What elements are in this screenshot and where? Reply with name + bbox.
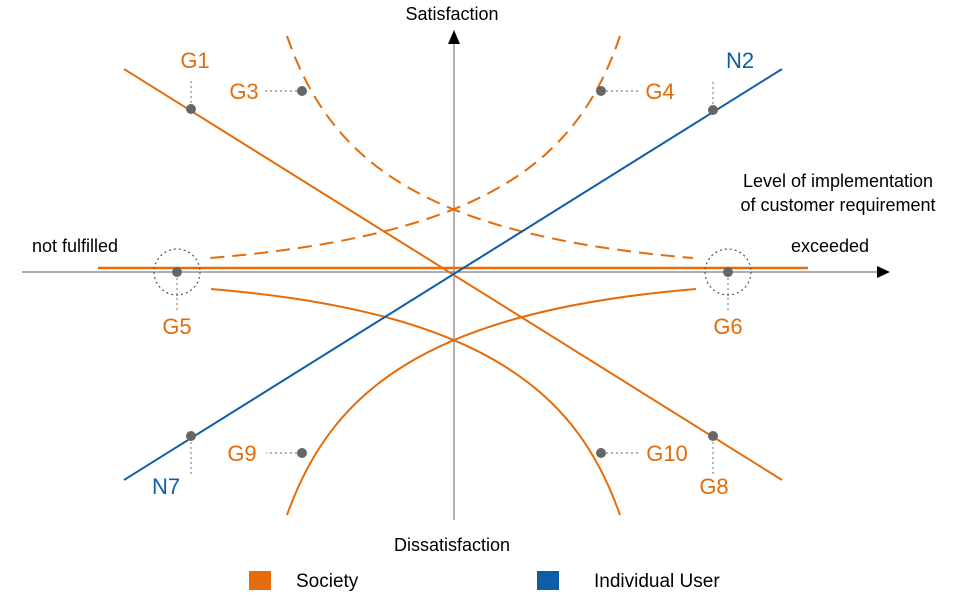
- g5-point: [172, 267, 182, 277]
- g9-point: [297, 448, 307, 458]
- g6-point: [723, 267, 733, 277]
- y-bottom-label: Dissatisfaction: [394, 535, 510, 555]
- marker-points: [172, 86, 733, 458]
- g10-label: G10: [646, 441, 688, 466]
- g6-label: G6: [713, 314, 742, 339]
- legend-swatch-society: [249, 571, 271, 590]
- g1-label: G1: [180, 48, 209, 73]
- g3-label: G3: [229, 79, 258, 104]
- x-title-line1: Level of implementation: [743, 171, 933, 191]
- n7-point: [186, 431, 196, 441]
- g10-point: [596, 448, 606, 458]
- legend-label-society: Society: [296, 571, 359, 592]
- legend-label-individual: Individual User: [594, 571, 720, 592]
- society-curve-g3: [286, 35, 694, 259]
- y-top-label: Satisfaction: [405, 4, 498, 24]
- society-curve-g9: [286, 288, 697, 516]
- g9-label: G9: [227, 441, 256, 466]
- legend: Society Individual User: [249, 571, 720, 592]
- x-axis-arrow: [877, 266, 890, 278]
- g4-point: [596, 86, 606, 96]
- g8-point: [708, 431, 718, 441]
- individual-line-n7-n2: [123, 68, 783, 481]
- n2-point: [708, 105, 718, 115]
- g5-highlight-circle: [153, 248, 201, 296]
- n2-label: N2: [726, 48, 754, 73]
- society-curve-g10: [210, 288, 621, 516]
- g6-highlight-circle: [704, 248, 752, 296]
- g5-label: G5: [162, 314, 191, 339]
- x-title-line2: of customer requirement: [740, 195, 935, 215]
- legend-swatch-individual: [537, 571, 559, 590]
- x-right-label: exceeded: [791, 236, 869, 256]
- x-left-label: not fulfilled: [32, 236, 118, 256]
- g8-label: G8: [699, 474, 728, 499]
- y-axis-arrow: [448, 30, 460, 44]
- n7-label: N7: [152, 474, 180, 499]
- g1-point: [186, 104, 196, 114]
- g4-label: G4: [645, 79, 674, 104]
- society-curve-g4: [209, 35, 621, 259]
- g3-point: [297, 86, 307, 96]
- leader-lines: [176, 80, 729, 474]
